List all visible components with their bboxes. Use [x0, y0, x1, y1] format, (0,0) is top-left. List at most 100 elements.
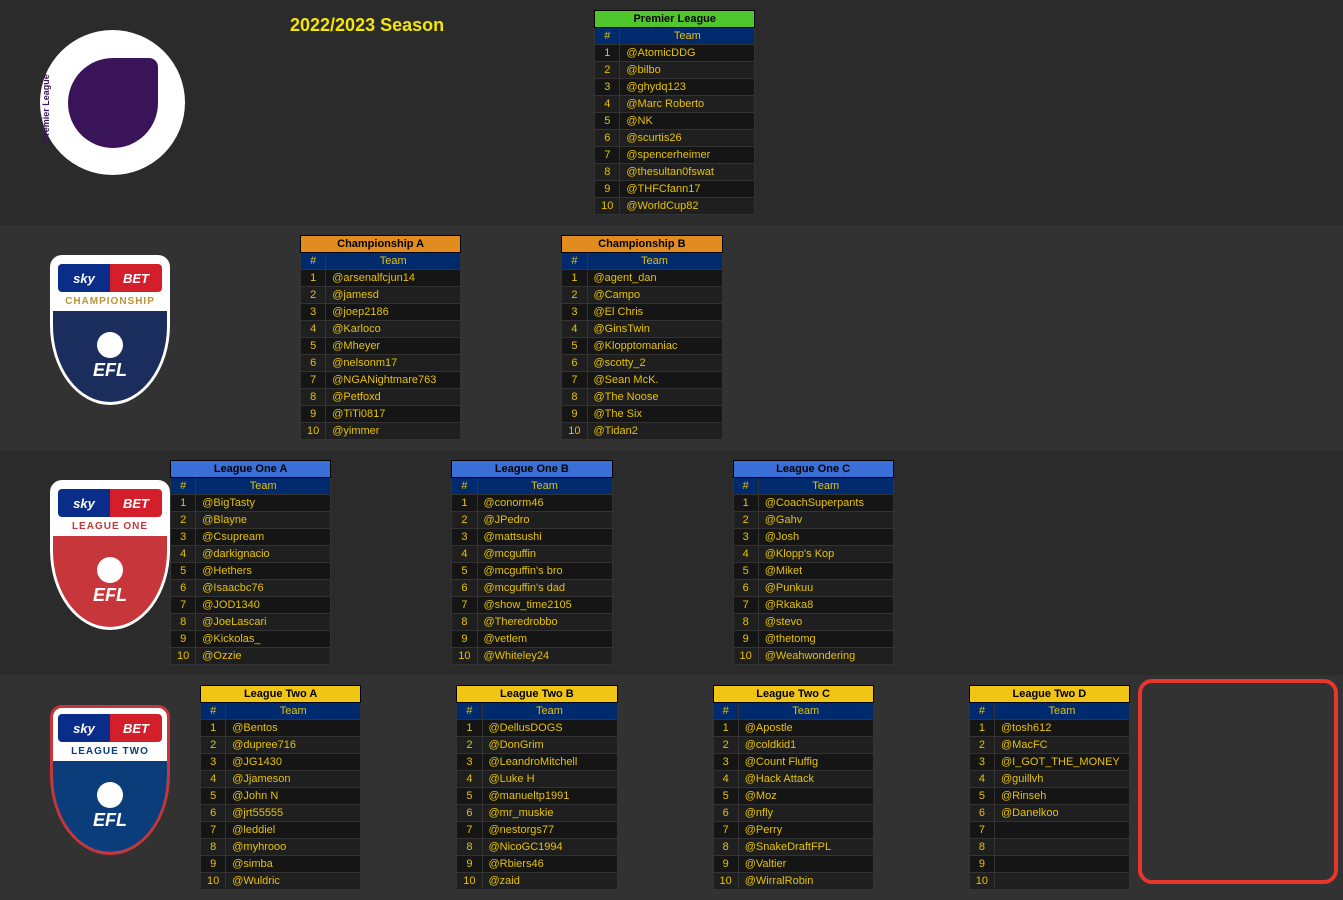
table-row: 1@arsenalfcjun14 — [301, 270, 461, 287]
row-number: 1 — [201, 720, 226, 737]
row-number: 7 — [595, 147, 620, 164]
table-row: 9@simba — [201, 856, 361, 873]
team-name: @ghydq123 — [620, 79, 755, 96]
row-number: 6 — [201, 805, 226, 822]
row-number: 4 — [969, 771, 994, 788]
team-name: @Tidan2 — [587, 423, 722, 440]
table-row: 6@Isaacbc76 — [171, 580, 331, 597]
table-row: 7@leddiel — [201, 822, 361, 839]
row-number: 4 — [171, 546, 196, 563]
team-name: @myhrooo — [226, 839, 361, 856]
row-number: 1 — [562, 270, 587, 287]
row-number: 8 — [301, 389, 326, 406]
team-name: @stevo — [758, 614, 893, 631]
table-row: 7@show_time2105 — [452, 597, 612, 614]
row-number: 1 — [595, 45, 620, 62]
row-number: 8 — [201, 839, 226, 856]
table-row: 9@Valtier — [713, 856, 873, 873]
table-row: 6@mr_muskie — [457, 805, 617, 822]
table-row: 10@Weahwondering — [733, 648, 893, 665]
row-number: 2 — [562, 287, 587, 304]
team-name: @JOD1340 — [196, 597, 331, 614]
row-number: 10 — [171, 648, 196, 665]
team-name: @Blayne — [196, 512, 331, 529]
team-name: @manueltp1991 — [482, 788, 617, 805]
row-number: 2 — [457, 737, 482, 754]
row-number: 2 — [301, 287, 326, 304]
tier-championship: sky BET CHAMPIONSHIP EFL Championship A#… — [0, 225, 1343, 450]
table-row: 9@thetomg — [733, 631, 893, 648]
row-number: 5 — [457, 788, 482, 805]
row-number: 5 — [301, 338, 326, 355]
table-row: 10@Whiteley24 — [452, 648, 612, 665]
table-row: 8@JoeLascari — [171, 614, 331, 631]
table-title: League Two D — [969, 686, 1129, 703]
table-row: 5@manueltp1991 — [457, 788, 617, 805]
row-number: 5 — [452, 563, 477, 580]
row-number: 8 — [452, 614, 477, 631]
table-row: 10@yimmer — [301, 423, 461, 440]
row-number: 6 — [171, 580, 196, 597]
table-row: 5@Hethers — [171, 563, 331, 580]
row-number: 6 — [595, 130, 620, 147]
team-name: @I_GOT_THE_MONEY — [995, 754, 1130, 771]
row-number: 10 — [301, 423, 326, 440]
col-num: # — [969, 703, 994, 720]
table-row: 3@LeandroMitchell — [457, 754, 617, 771]
sky-text: sky — [58, 714, 110, 742]
table-row: 9@The Six — [562, 406, 722, 423]
col-team: Team — [482, 703, 617, 720]
team-name: @Josh — [758, 529, 893, 546]
table-row: 7@NGANightmare763 — [301, 372, 461, 389]
table-row: 5@mcguffin's bro — [452, 563, 612, 580]
team-name: @El Chris — [587, 304, 722, 321]
row-number: 2 — [595, 62, 620, 79]
row-number: 2 — [733, 512, 758, 529]
championship-logo: sky BET CHAMPIONSHIP EFL — [50, 255, 170, 405]
row-number: 3 — [171, 529, 196, 546]
row-number: 6 — [457, 805, 482, 822]
team-name: @darkignacio — [196, 546, 331, 563]
row-number: 7 — [969, 822, 994, 839]
table-row: 6@Punkuu — [733, 580, 893, 597]
table-row: 8@thesultan0fswat — [595, 164, 755, 181]
table-row: 9@THFCfann17 — [595, 181, 755, 198]
team-name: @Valtier — [738, 856, 873, 873]
team-name: @Moz — [738, 788, 873, 805]
team-name: @GinsTwin — [587, 321, 722, 338]
table-title: Championship A — [301, 236, 461, 253]
row-number: 3 — [452, 529, 477, 546]
team-name: @Klopptomaniac — [587, 338, 722, 355]
team-name: @Csupream — [196, 529, 331, 546]
col-team: Team — [196, 478, 331, 495]
team-name: @NGANightmare763 — [326, 372, 461, 389]
team-name: @Apostle — [738, 720, 873, 737]
row-number: 9 — [171, 631, 196, 648]
row-number: 3 — [969, 754, 994, 771]
table-row: 4@Luke H — [457, 771, 617, 788]
row-number: 8 — [595, 164, 620, 181]
table-row: 3@ghydq123 — [595, 79, 755, 96]
team-name: @Mheyer — [326, 338, 461, 355]
table-row: 4@guillvh — [969, 771, 1129, 788]
table-row: 4@Klopp's Kop — [733, 546, 893, 563]
col-num: # — [713, 703, 738, 720]
team-name: @John N — [226, 788, 361, 805]
row-number: 3 — [595, 79, 620, 96]
row-number: 4 — [713, 771, 738, 788]
team-name: @Sean McK. — [587, 372, 722, 389]
tier-league-two: sky BET LEAGUE TWO EFL League Two A#Team… — [0, 675, 1343, 900]
team-name: @Luke H — [482, 771, 617, 788]
row-number: 4 — [562, 321, 587, 338]
team-name: @Hethers — [196, 563, 331, 580]
team-name: @Hack Attack — [738, 771, 873, 788]
row-number: 7 — [733, 597, 758, 614]
team-name: @dupree716 — [226, 737, 361, 754]
team-name: @joep2186 — [326, 304, 461, 321]
table-row: 6@nelsonm17 — [301, 355, 461, 372]
table-row: 5@Mheyer — [301, 338, 461, 355]
row-number: 8 — [562, 389, 587, 406]
table-row: 10 — [969, 873, 1129, 890]
league-two-label: LEAGUE TWO — [71, 746, 149, 757]
table-row: 8@SnakeDraftFPL — [713, 839, 873, 856]
